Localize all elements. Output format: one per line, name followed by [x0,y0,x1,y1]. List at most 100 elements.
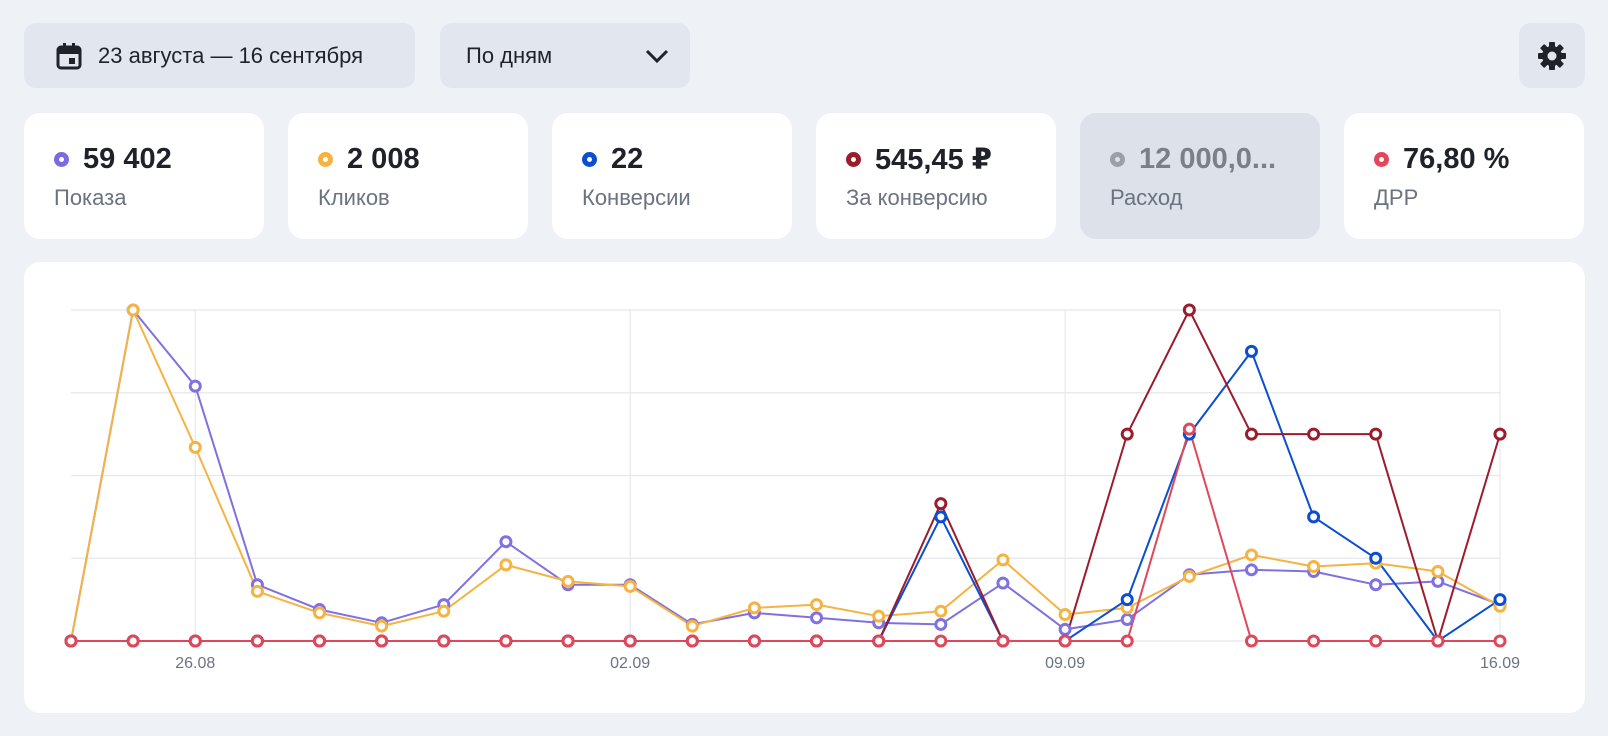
series-point-4 [313,634,327,648]
series-point-3 [1120,427,1134,441]
metric-value: 545,45 ₽ [875,143,992,176]
series-point-0 [934,617,948,631]
series-point-2 [1493,593,1507,607]
metric-label: Кликов [318,185,390,210]
series-point-4 [1182,422,1196,436]
series-point-1 [1058,608,1072,622]
series-line-1 [70,309,1501,642]
grouping-label: По дням [466,42,553,68]
series-point-0 [996,576,1010,590]
series-point-2 [934,510,948,524]
metric-label: Показа [54,185,127,210]
metric-card-drr[interactable]: 76,80 % ДРР [1344,113,1584,239]
series-point-4 [872,634,886,648]
metric-card-spend[interactable]: 12 000,0... Расход [1080,113,1320,239]
series-point-3 [1307,427,1321,441]
chevron-down-icon [645,49,669,63]
series-point-2 [1244,344,1258,358]
series-point-0 [1244,563,1258,577]
series-point-4 [250,634,264,648]
x-tick-label: 09.09 [1045,655,1085,672]
series-point-1 [375,619,389,633]
series-line-4 [71,428,1500,642]
series-point-4 [1493,634,1507,648]
metric-label: За конверсию [846,185,988,210]
series-point-4 [685,634,699,648]
series-point-4 [188,634,202,648]
metric-value: 22 [611,142,644,175]
series-point-4 [499,634,513,648]
series-point-1 [250,584,264,598]
series-point-4 [561,634,575,648]
series-point-2 [1369,551,1383,565]
metric-card-conversions[interactable]: 22 Конверсии [552,113,792,239]
metric-label: ДРР [1374,185,1419,210]
series-point-4 [623,634,637,648]
series-point-3 [1493,427,1507,441]
series-marker-icon [54,151,69,167]
series-point-4 [996,634,1010,648]
date-range-button[interactable]: 23 августа — 16 сентября [24,23,415,88]
series-point-1 [1307,560,1321,574]
series-point-1 [996,553,1010,567]
series-point-2 [1120,593,1134,607]
chart-panel: 26.08 02.09 09.09 16.09 [24,262,1585,713]
metric-value: 12 000,0... [1139,142,1277,175]
series-point-1 [313,606,327,620]
series-marker-icon [846,151,861,167]
series-point-4 [1058,634,1072,648]
series-point-1 [126,303,140,317]
series-point-4 [64,634,78,648]
series-point-1 [561,574,575,588]
series-point-1 [499,558,513,572]
series-point-0 [188,379,202,393]
series-point-4 [126,634,140,648]
series-point-0 [1058,622,1072,636]
series-point-3 [1182,303,1196,317]
series-point-4 [1120,634,1134,648]
series-line-0 [70,309,1501,642]
metric-value: 2 008 [347,142,420,175]
x-tick-label: 16.09 [1480,655,1520,672]
settings-button[interactable] [1519,23,1585,88]
grouping-select[interactable]: По дням [440,23,690,88]
series-point-1 [810,598,824,612]
series-line-2 [71,350,1501,642]
metric-card-clicks[interactable]: 2 008 Кликов [288,113,528,239]
series-marker-icon [318,151,333,167]
series-point-4 [934,634,948,648]
calendar-icon [56,42,82,69]
metric-value: 59 402 [83,142,172,175]
gear-icon [1538,41,1566,70]
series-point-1 [1244,548,1258,562]
date-range-label: 23 августа — 16 сентября [98,42,364,68]
metric-card-impressions[interactable]: 59 402 Показа [24,113,264,239]
series-marker-icon [1374,151,1389,167]
series-point-1 [1431,564,1445,578]
metric-card-cost-per-conversion[interactable]: 545,45 ₽ За конверсию [816,113,1056,239]
series-point-0 [1120,612,1134,626]
series-point-1 [623,579,637,593]
series-marker-icon [1110,151,1125,167]
series-point-1 [188,440,202,454]
series-point-4 [437,634,451,648]
series-marker-icon [582,151,597,167]
x-tick-label: 02.09 [610,655,650,672]
series-point-4 [1307,634,1321,648]
series-point-0 [1369,578,1383,592]
series-point-3 [1244,427,1258,441]
metric-label: Конверсии [582,185,691,210]
series-point-4 [747,634,761,648]
series-point-4 [1431,634,1445,648]
series-point-1 [872,609,886,623]
series-point-2 [1307,510,1321,524]
x-tick-label: 26.08 [175,655,215,672]
metric-value: 76,80 % [1403,142,1510,175]
series-point-0 [499,535,513,549]
series-point-0 [810,611,824,625]
series-point-4 [1369,634,1383,648]
series-point-1 [1182,569,1196,583]
series-point-4 [1244,634,1258,648]
series-point-1 [934,604,948,618]
series-point-1 [747,601,761,615]
